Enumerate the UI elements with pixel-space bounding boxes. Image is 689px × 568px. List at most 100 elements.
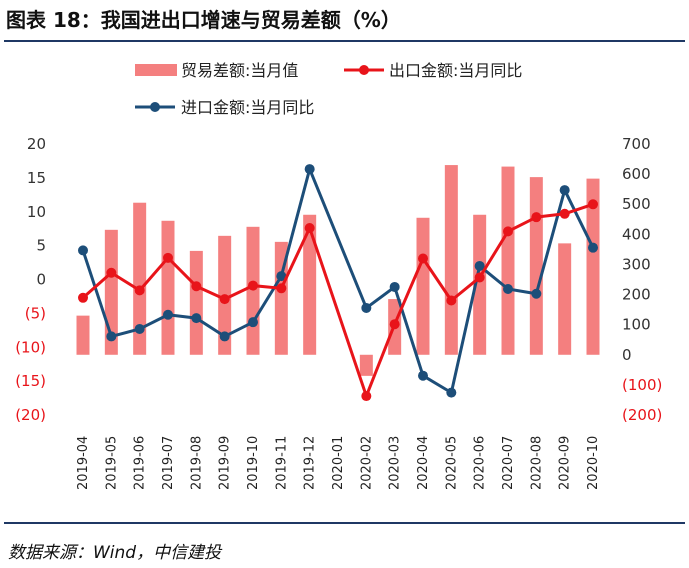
x-tick-label: 2020-10 — [586, 436, 601, 490]
x-tick-label: 2020-04 — [416, 436, 431, 490]
import-point — [531, 288, 542, 299]
export-point — [304, 223, 315, 234]
left-tick-label: (5) — [25, 304, 46, 322]
import-point — [304, 164, 315, 175]
export-point — [106, 267, 117, 278]
import-line — [81, 167, 595, 395]
export-point — [276, 283, 287, 294]
export-point — [191, 281, 202, 292]
import-point — [361, 302, 372, 313]
import-point — [418, 370, 428, 381]
title-rule — [4, 40, 685, 42]
export-point — [78, 292, 88, 303]
import-point — [588, 242, 598, 253]
import-point — [191, 313, 202, 324]
x-tick-label: 2019-09 — [218, 436, 233, 490]
export-point — [219, 294, 230, 305]
right-axis-ticks: 700 600 500 400 300 200 100 0 (100) (200) — [622, 135, 662, 424]
x-tick-label: 2019-06 — [133, 436, 148, 490]
legend: 贸易差额:当月值 出口金额:当月同比 进口金额:当月同比 — [135, 61, 522, 117]
import-point — [503, 283, 513, 294]
export-point — [361, 391, 372, 402]
right-tick-label: 700 — [622, 135, 651, 153]
balance-bar — [76, 315, 90, 355]
import-point — [219, 331, 230, 342]
left-tick-label: 5 — [36, 237, 46, 255]
right-tick-label: 0 — [622, 346, 632, 364]
x-tick-label: 2019-04 — [76, 436, 91, 490]
x-tick-label: 2019-07 — [161, 436, 176, 490]
import-point — [248, 317, 258, 328]
lines-group — [78, 164, 598, 402]
left-axis-ticks: 20 15 10 5 0 (5) (10) (15) (20) — [15, 135, 46, 424]
balance-bar — [274, 241, 288, 355]
balance-bar — [558, 243, 572, 355]
import-point — [446, 387, 457, 398]
export-point — [531, 212, 542, 223]
balance-bar — [359, 354, 373, 376]
left-tick-label: 15 — [27, 169, 46, 187]
right-tick-label: (200) — [622, 406, 662, 424]
x-tick-label: 2020-03 — [388, 436, 403, 490]
chart-title: 图表 18：我国进出口增速与贸易差额（%） — [6, 8, 401, 32]
x-tick-label: 2019-11 — [274, 436, 289, 490]
x-tick-label: 2019-08 — [189, 436, 204, 490]
import-point — [163, 309, 173, 320]
balance-bar — [133, 202, 147, 355]
export-point — [389, 319, 400, 330]
left-tick-label: (20) — [15, 406, 46, 424]
left-tick-label: 0 — [36, 271, 46, 289]
left-tick-label: (15) — [15, 372, 46, 390]
balance-bar — [501, 166, 515, 355]
right-tick-label: 200 — [622, 286, 651, 304]
balance-bar — [416, 217, 430, 355]
import-point — [134, 323, 145, 334]
left-tick-label: (10) — [15, 338, 46, 356]
x-axis-ticks: 2019-04 2019-05 2019-06 2019-07 2019-08 2019-… — [76, 436, 601, 490]
import-point — [276, 271, 287, 282]
export-point — [474, 272, 485, 283]
x-tick-label: 2020-08 — [529, 436, 544, 490]
export-point — [503, 226, 513, 237]
balance-bar — [529, 177, 543, 355]
x-tick-label: 2020-01 — [331, 436, 346, 490]
balance-bar — [189, 250, 203, 355]
import-point — [106, 331, 117, 342]
bars-group — [76, 165, 600, 376]
export-point — [588, 199, 598, 210]
chart-canvas: 贸易差额:当月值 出口金额:当月同比 进口金额:当月同比 20 15 10 5 0 (5)… — [15, 61, 662, 490]
balance-bar — [586, 178, 600, 355]
legend-swatch-balance — [135, 64, 177, 76]
x-tick-label: 2019-05 — [104, 436, 119, 490]
x-tick-label: 2020-07 — [501, 436, 516, 490]
balance-bar — [303, 214, 317, 355]
x-tick-label: 2020-02 — [359, 436, 374, 490]
x-tick-label: 2019-12 — [303, 436, 318, 490]
left-tick-label: 10 — [27, 203, 46, 221]
footer-rule — [4, 522, 685, 524]
right-tick-label: 100 — [622, 316, 651, 334]
legend-label-export: 出口金额:当月同比 — [389, 61, 522, 80]
right-tick-label: 400 — [622, 225, 651, 243]
x-tick-label: 2020-09 — [558, 436, 573, 490]
legend-marker-export — [359, 65, 369, 75]
import-point — [474, 260, 485, 271]
balance-bar — [161, 220, 175, 355]
right-tick-label: (100) — [622, 376, 662, 394]
export-point — [559, 208, 570, 219]
legend-marker-import — [150, 102, 160, 112]
import-point — [78, 245, 88, 256]
right-tick-label: 300 — [622, 255, 651, 273]
x-tick-label: 2020-05 — [444, 436, 459, 490]
x-tick-label: 2020-06 — [473, 436, 488, 490]
right-tick-label: 500 — [622, 195, 651, 213]
export-point — [418, 253, 428, 264]
legend-label-balance: 贸易差额:当月值 — [181, 61, 298, 80]
export-point — [248, 280, 258, 291]
import-point — [389, 281, 400, 292]
left-tick-label: 20 — [27, 135, 46, 153]
export-point — [163, 252, 173, 263]
export-point — [446, 295, 457, 306]
right-tick-label: 600 — [622, 165, 651, 183]
legend-label-import: 进口金额:当月同比 — [181, 98, 314, 117]
